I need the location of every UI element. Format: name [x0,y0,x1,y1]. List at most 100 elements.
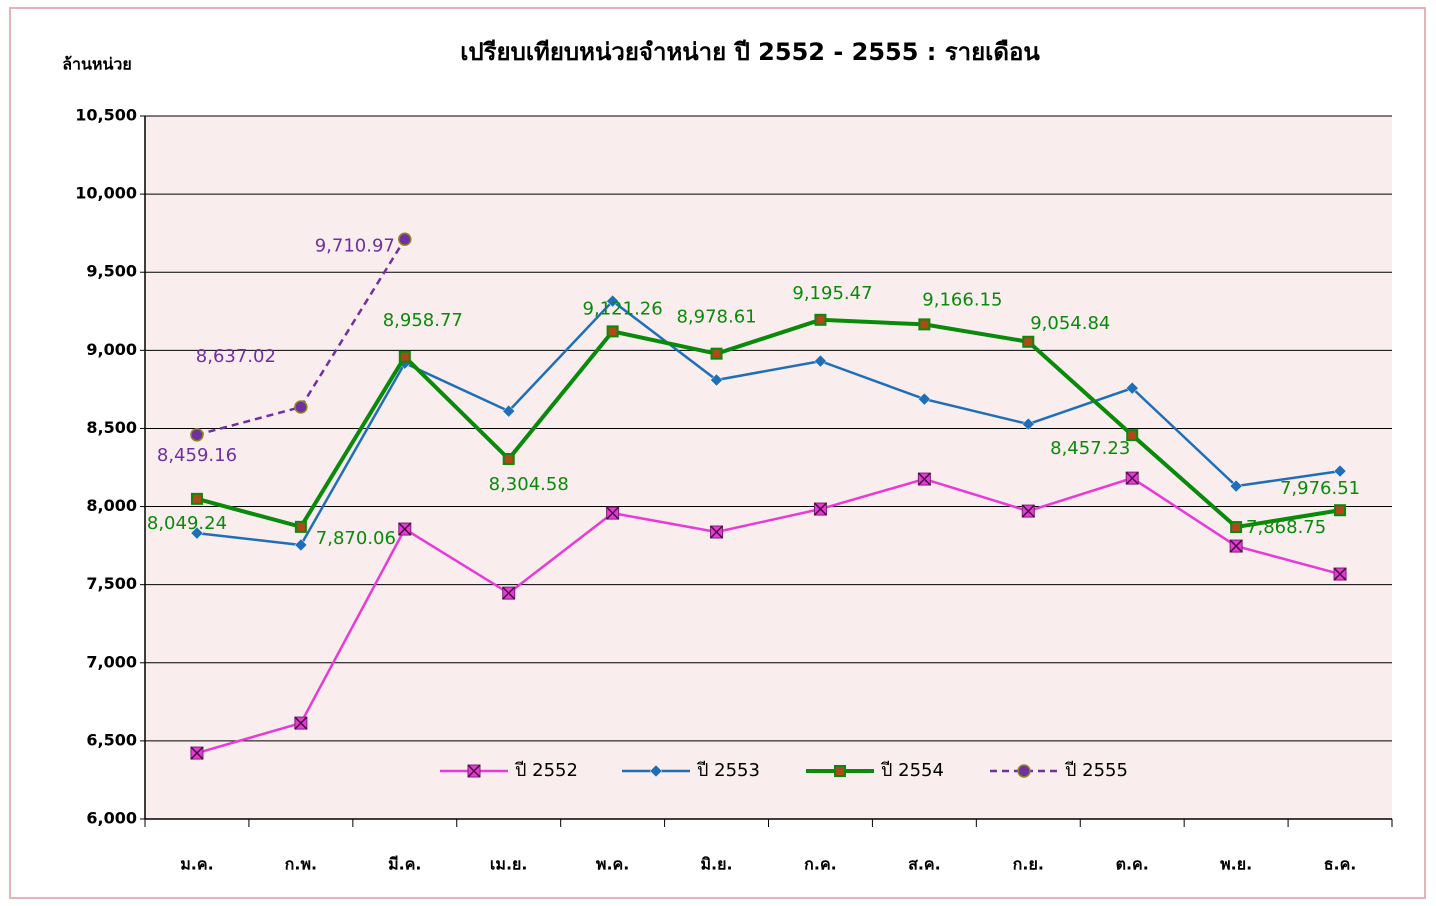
x-tick-label: ธ.ค. [1324,855,1357,874]
marker-cross [917,472,931,486]
data-label: 9,166.15 [922,289,1002,310]
data-label: 7,976.51 [1280,478,1360,499]
y-tick-label: 10,000 [75,184,137,203]
marker [398,232,412,247]
marker [502,586,516,600]
x-tick-label: มี.ค. [388,855,421,874]
chart-title: เปรียบเทียบหน่วยจำหน่าย ปี 2552 - 2555 :… [460,38,1040,66]
series-line [196,476,1341,755]
marker [467,764,481,778]
legend-label: ปี 2553 [697,760,760,781]
marker [606,294,619,308]
marker [294,716,308,730]
marker [190,526,204,540]
data-label: 9,710.97 [315,235,395,256]
marker [398,522,412,536]
y-tick-label: 10,500 [75,106,137,125]
data-label: 9,121.26 [583,298,663,319]
marker [398,350,411,363]
marker [814,354,827,368]
marker [190,428,204,442]
series-line [196,317,1341,530]
marker [294,400,308,414]
marker [834,765,846,777]
x-tick-label: เม.ย. [490,855,528,874]
y-tick-label: 9,000 [86,340,137,359]
marker [710,373,723,387]
marker [502,452,515,465]
data-label: 9,054.84 [1030,313,1110,334]
marker [918,392,931,406]
y-tick-label: 6,000 [86,809,137,828]
marker-cross [1125,471,1139,485]
marker [294,538,308,552]
y-axis-label: ล้านหน่วย [62,55,132,74]
marker [1230,521,1243,534]
marker [1022,335,1035,348]
x-tick-label: ม.ค. [180,855,213,874]
data-label: 8,958.77 [383,310,463,331]
x-tick-label: ก.ย. [1013,855,1044,874]
marker [1021,504,1035,518]
marker [1333,464,1347,478]
y-tick-label: 8,500 [86,418,137,437]
legend-label: ปี 2555 [1065,760,1128,781]
x-tick-label: ต.ค. [1116,855,1149,874]
marker-cross [467,764,481,778]
marker [1021,417,1035,431]
marker-cross [606,506,620,520]
x-tick-label: พ.ค. [596,855,629,874]
marker [814,313,827,326]
plot-area [145,116,1392,819]
marker [1229,539,1243,553]
marker [1229,479,1243,493]
y-tick-label: 6,500 [86,730,137,749]
marker [1017,764,1031,778]
y-tick-label: 8,000 [86,496,137,515]
x-tick-label: ก.พ. [285,855,317,874]
data-label: 8,304.58 [489,474,569,495]
data-label: 8,637.02 [196,346,276,367]
x-tick-label: ก.ค. [804,855,837,874]
marker-cross [294,716,308,730]
marker [606,325,619,338]
data-label: 8,459.16 [157,445,237,466]
data-label: 7,868.75 [1246,517,1326,538]
x-tick-label: มิ.ย. [701,855,733,874]
data-label: 8,049.24 [147,513,227,534]
marker-cross [502,586,516,600]
y-tick-label: 9,500 [86,262,137,281]
marker [1334,504,1347,517]
marker-cross [190,746,204,760]
data-label: 7,870.06 [316,528,396,549]
marker [918,318,931,331]
marker-cross [398,522,412,536]
data-label: 9,195.47 [792,283,872,304]
marker [294,520,307,533]
marker [1125,471,1139,485]
y-tick-label: 7,000 [86,652,137,671]
marker [606,506,620,520]
legend-label: ปี 2554 [881,760,944,781]
marker-cross [1021,504,1035,518]
marker-cross [710,525,724,539]
marker [710,525,724,539]
marker [710,347,723,360]
marker [1125,381,1139,395]
marker [190,746,204,760]
marker [1333,567,1347,581]
marker-cross [1333,567,1347,581]
marker-cross [1229,539,1243,553]
marker [1126,429,1139,442]
marker [190,492,203,505]
data-label: 8,978.61 [676,307,756,328]
marker [502,404,516,418]
x-tick-label: พ.ย. [1220,855,1252,874]
marker-cross [813,502,827,516]
data-label: 8,457.23 [1050,438,1130,459]
marker [813,502,827,516]
marker [649,764,663,778]
x-tick-label: ส.ค. [908,855,941,874]
marker [917,472,931,486]
